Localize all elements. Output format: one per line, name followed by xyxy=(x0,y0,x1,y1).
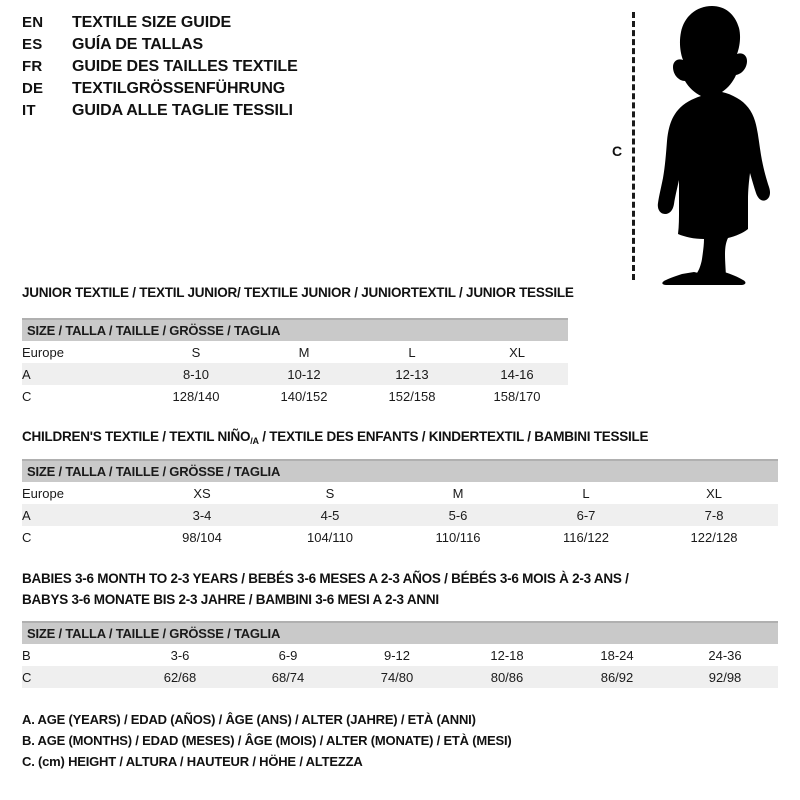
children-a-xs: 3-4 xyxy=(138,504,266,526)
children-europe-s: S xyxy=(266,482,394,504)
children-c-xs: 98/104 xyxy=(138,526,266,548)
language-title-de: TEXTILGRÖSSENFÜHRUNG xyxy=(72,80,286,97)
junior-europe-l: L xyxy=(358,341,466,363)
measure-label-c: C xyxy=(612,143,623,159)
junior-europe-s: S xyxy=(142,341,250,363)
junior-a-s: 8-10 xyxy=(142,363,250,385)
children-a-l: 6-7 xyxy=(522,504,650,526)
children-europe-xs: XS xyxy=(138,482,266,504)
children-europe-m: M xyxy=(394,482,522,504)
table-row: C 98/104 104/110 110/116 116/122 122/128 xyxy=(22,526,779,548)
children-c-m: 110/116 xyxy=(394,526,522,548)
language-code-fr: FR xyxy=(22,58,43,75)
junior-a-m: 10-12 xyxy=(250,363,358,385)
child-silhouette-icon xyxy=(657,6,770,285)
junior-section-heading: JUNIOR TEXTILE / TEXTIL JUNIOR/ TEXTILE … xyxy=(22,285,574,300)
babies-table-bar-row: SIZE / TALLA / TAILLE / GRÖSSE / TAGLIA xyxy=(22,621,779,644)
language-code-it: IT xyxy=(22,102,36,119)
junior-row-label-c: C xyxy=(22,385,142,407)
table-row: A 3-4 4-5 5-6 6-7 7-8 xyxy=(22,504,779,526)
babies-b-12-18: 12-18 xyxy=(452,644,562,666)
table-row: C 62/68 68/74 74/80 80/86 86/92 92/98 xyxy=(22,666,779,688)
children-heading-post: / TEXTILE DES ENFANTS / KINDERTEXTIL / B… xyxy=(258,429,649,444)
babies-bar-label: SIZE / TALLA / TAILLE / GRÖSSE / TAGLIA xyxy=(27,626,281,641)
junior-europe-xl: XL xyxy=(466,341,569,363)
junior-c-m: 140/152 xyxy=(250,385,358,407)
language-row-es: ES GUÍA DE TALLAS xyxy=(22,36,442,58)
children-a-s: 4-5 xyxy=(266,504,394,526)
language-row-fr: FR GUIDE DES TAILLES TEXTILE xyxy=(22,58,442,80)
babies-section-heading-line2: BABYS 3-6 MONATE BIS 2-3 JAHRE / BAMBINI… xyxy=(22,592,439,607)
children-c-s: 104/110 xyxy=(266,526,394,548)
junior-size-table: SIZE / TALLA / TAILLE / GRÖSSE / TAGLIA … xyxy=(22,318,569,407)
babies-c-12-18: 80/86 xyxy=(452,666,562,688)
babies-b-24-36: 24-36 xyxy=(672,644,779,666)
junior-row-label-europe: Europe xyxy=(22,341,142,363)
babies-row-label-b: B xyxy=(22,644,126,666)
children-a-xl: 7-8 xyxy=(650,504,779,526)
language-title-es: GUÍA DE TALLAS xyxy=(72,36,204,53)
babies-c-3-6: 62/68 xyxy=(126,666,234,688)
language-code-en: EN xyxy=(22,14,44,31)
babies-c-24-36: 92/98 xyxy=(672,666,779,688)
children-row-label-c: C xyxy=(22,526,138,548)
children-heading-pre: CHILDREN'S TEXTILE / TEXTIL NIÑO xyxy=(22,429,251,444)
junior-c-l: 152/158 xyxy=(358,385,466,407)
babies-section-heading-line1: BABIES 3-6 MONTH TO 2-3 YEARS / BEBÉS 3-… xyxy=(22,571,629,586)
table-row: A 8-10 10-12 12-13 14-16 xyxy=(22,363,569,385)
junior-table-bar-row: SIZE / TALLA / TAILLE / GRÖSSE / TAGLIA xyxy=(22,318,569,341)
children-europe-l: L xyxy=(522,482,650,504)
children-a-m: 5-6 xyxy=(394,504,522,526)
babies-b-9-12: 9-12 xyxy=(342,644,452,666)
children-europe-xl: XL xyxy=(650,482,779,504)
children-row-label-europe: Europe xyxy=(22,482,138,504)
children-row-label-a: A xyxy=(22,504,138,526)
height-measurement-figure: C xyxy=(600,4,800,289)
children-table-bar-row: SIZE / TALLA / TAILLE / GRÖSSE / TAGLIA xyxy=(22,459,779,482)
babies-size-table: SIZE / TALLA / TAILLE / GRÖSSE / TAGLIA … xyxy=(22,621,779,688)
legend-block: A. AGE (YEARS) / EDAD (AÑOS) / ÂGE (ANS)… xyxy=(22,712,722,775)
children-heading-sub: /A xyxy=(250,436,259,446)
babies-c-18-24: 86/92 xyxy=(562,666,672,688)
babies-b-3-6: 3-6 xyxy=(126,644,234,666)
junior-a-xl: 14-16 xyxy=(466,363,569,385)
table-row: B 3-6 6-9 9-12 12-18 18-24 24-36 xyxy=(22,644,779,666)
language-row-en: EN TEXTILE SIZE GUIDE xyxy=(22,14,442,36)
babies-row-label-c: C xyxy=(22,666,126,688)
junior-a-l: 12-13 xyxy=(358,363,466,385)
language-code-es: ES xyxy=(22,36,43,53)
language-title-en: TEXTILE SIZE GUIDE xyxy=(72,14,232,31)
language-code-de: DE xyxy=(22,80,44,97)
language-row-it: IT GUIDA ALLE TAGLIE TESSILI xyxy=(22,102,442,124)
language-row-de: DE TEXTILGRÖSSENFÜHRUNG xyxy=(22,80,442,102)
junior-c-s: 128/140 xyxy=(142,385,250,407)
table-row: Europe S M L XL xyxy=(22,341,569,363)
language-header-block: EN TEXTILE SIZE GUIDE ES GUÍA DE TALLAS … xyxy=(22,14,442,124)
language-title-fr: GUIDE DES TAILLES TEXTILE xyxy=(72,58,298,75)
children-c-xl: 122/128 xyxy=(650,526,779,548)
legend-line-c: C. (cm) HEIGHT / ALTURA / HAUTEUR / HÖHE… xyxy=(22,754,363,769)
table-row: C 128/140 140/152 152/158 158/170 xyxy=(22,385,569,407)
legend-line-b: B. AGE (MONTHS) / EDAD (MESES) / ÂGE (MO… xyxy=(22,733,512,748)
junior-c-xl: 158/170 xyxy=(466,385,569,407)
table-row: Europe XS S M L XL xyxy=(22,482,779,504)
children-size-table: SIZE / TALLA / TAILLE / GRÖSSE / TAGLIA … xyxy=(22,459,779,548)
children-section-heading: CHILDREN'S TEXTILE / TEXTIL NIÑO/A / TEX… xyxy=(22,429,649,446)
babies-c-6-9: 68/74 xyxy=(234,666,342,688)
children-c-l: 116/122 xyxy=(522,526,650,548)
children-bar-label: SIZE / TALLA / TAILLE / GRÖSSE / TAGLIA xyxy=(27,464,281,479)
babies-c-9-12: 74/80 xyxy=(342,666,452,688)
junior-europe-m: M xyxy=(250,341,358,363)
language-title-it: GUIDA ALLE TAGLIE TESSILI xyxy=(72,102,293,119)
junior-row-label-a: A xyxy=(22,363,142,385)
babies-b-18-24: 18-24 xyxy=(562,644,672,666)
dashed-measure-line-icon xyxy=(632,12,635,280)
junior-bar-label: SIZE / TALLA / TAILLE / GRÖSSE / TAGLIA xyxy=(27,323,281,338)
legend-line-a: A. AGE (YEARS) / EDAD (AÑOS) / ÂGE (ANS)… xyxy=(22,712,476,727)
babies-b-6-9: 6-9 xyxy=(234,644,342,666)
